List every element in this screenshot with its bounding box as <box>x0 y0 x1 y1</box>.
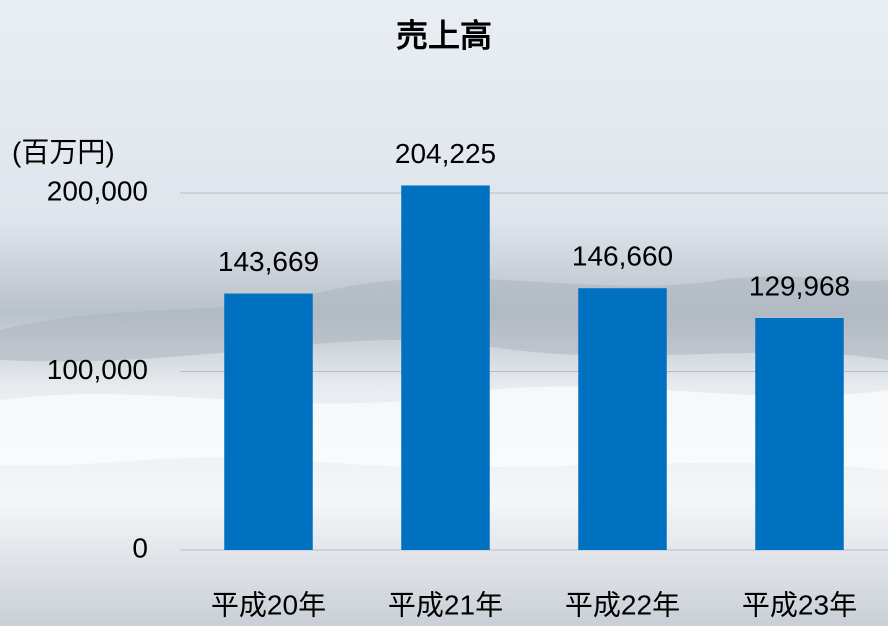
bar <box>224 293 313 550</box>
x-tick-label: 平成23年 <box>742 589 857 620</box>
bar <box>578 288 667 550</box>
x-tick-label: 平成20年 <box>211 589 326 620</box>
chart-title: 売上高 <box>396 17 492 53</box>
x-tick-label: 平成22年 <box>565 589 680 620</box>
y-tick-label: 100,000 <box>47 354 148 385</box>
data-label: 204,225 <box>395 138 496 169</box>
bar <box>401 185 490 550</box>
bar <box>755 318 844 550</box>
data-label: 129,968 <box>749 270 850 301</box>
y-tick-label: 0 <box>132 532 148 563</box>
data-label: 143,669 <box>218 246 319 277</box>
x-tick-label: 平成21年 <box>388 589 503 620</box>
y-axis-label: (百万円) <box>12 136 115 167</box>
y-tick-label: 200,000 <box>47 175 148 206</box>
data-label: 146,660 <box>572 241 673 272</box>
